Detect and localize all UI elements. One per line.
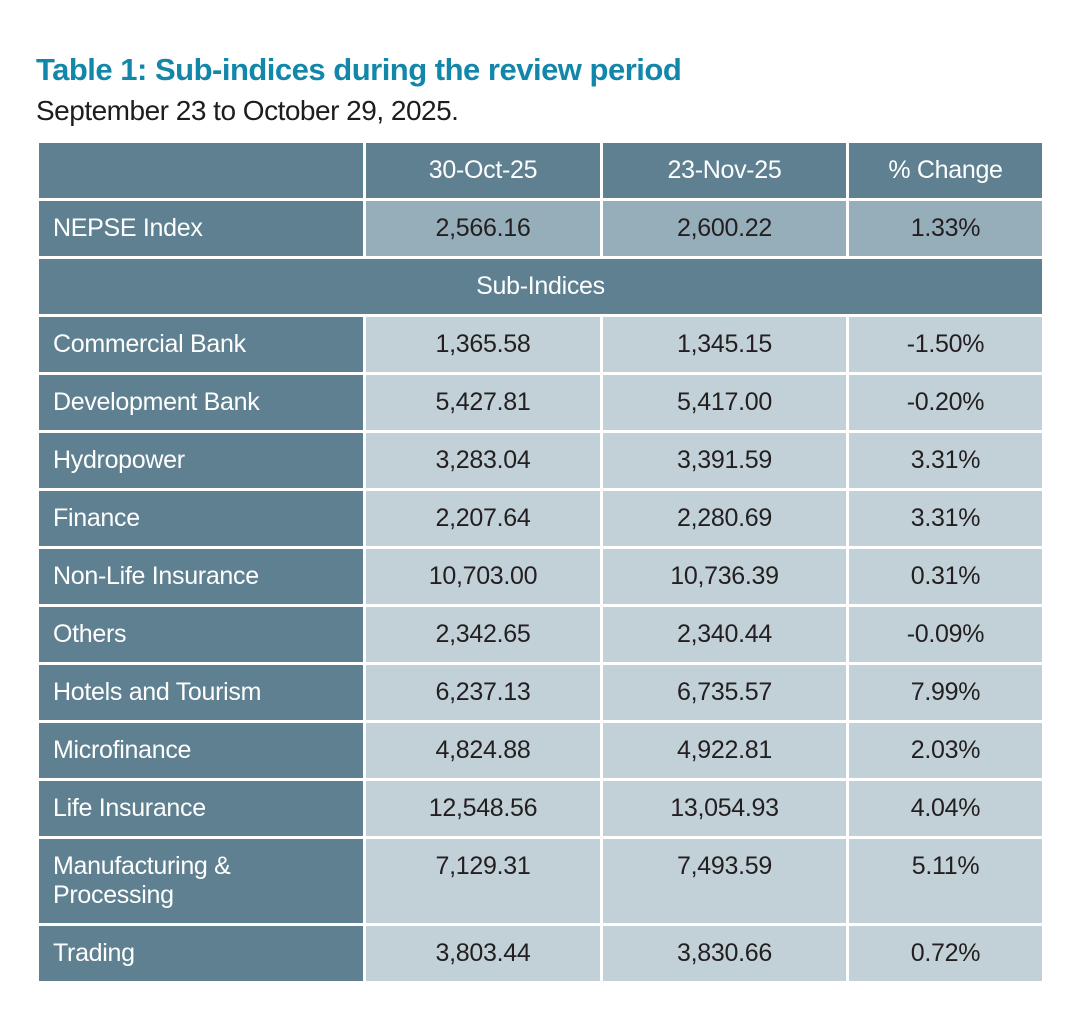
row-value: 13,054.93: [600, 778, 849, 840]
row-value: 2,342.65: [363, 604, 603, 666]
row-value: 3,830.66: [600, 923, 849, 985]
row-value: 2,207.64: [363, 488, 603, 550]
row-value: 4,922.81: [600, 720, 849, 782]
row-label: Trading: [36, 923, 366, 985]
row-label: Hotels and Tourism: [36, 662, 366, 724]
table-row: Others 2,342.65 2,340.44 -0.09%: [36, 604, 1045, 666]
header-cell-pct-change: % Change: [846, 140, 1045, 202]
row-value: 4.04%: [846, 778, 1045, 840]
row-value: 5,427.81: [363, 372, 603, 434]
section-header-row: Sub-Indices: [36, 256, 1045, 318]
row-value: 10,736.39: [600, 546, 849, 608]
row-value: 3.31%: [846, 430, 1045, 492]
table-row-nepse: NEPSE Index 2,566.16 2,600.22 1.33%: [36, 198, 1045, 260]
table-header-row: 30-Oct-25 23-Nov-25 % Change: [36, 140, 1045, 202]
table-row: Finance 2,207.64 2,280.69 3.31%: [36, 488, 1045, 550]
row-value: 1,345.15: [600, 314, 849, 376]
row-label: Manufacturing & Processing: [36, 836, 366, 927]
row-value: -0.09%: [846, 604, 1045, 666]
row-value: 3.31%: [846, 488, 1045, 550]
row-value: 6,237.13: [363, 662, 603, 724]
header-cell-date-1: 30-Oct-25: [363, 140, 603, 202]
row-label: Hydropower: [36, 430, 366, 492]
table-row: Trading 3,803.44 3,830.66 0.72%: [36, 923, 1045, 985]
row-value: 0.31%: [846, 546, 1045, 608]
row-value: 7,129.31: [363, 836, 603, 927]
row-value: 6,735.57: [600, 662, 849, 724]
row-value: 3,803.44: [363, 923, 603, 985]
row-value: 1,365.58: [363, 314, 603, 376]
table-row: Manufacturing & Processing 7,129.31 7,49…: [36, 836, 1045, 927]
section-header-label: Sub-Indices: [36, 256, 1045, 318]
row-label: Commercial Bank: [36, 314, 366, 376]
table-row: Hotels and Tourism 6,237.13 6,735.57 7.9…: [36, 662, 1045, 724]
header-cell-empty: [36, 140, 366, 202]
sub-indices-table: 30-Oct-25 23-Nov-25 % Change NEPSE Index…: [36, 140, 1045, 985]
row-value: 2,340.44: [600, 604, 849, 666]
row-value: 2,566.16: [363, 198, 603, 260]
table-title: Table 1: Sub-indices during the review p…: [36, 52, 682, 87]
row-label: Finance: [36, 488, 366, 550]
row-value: 12,548.56: [363, 778, 603, 840]
table-row: Hydropower 3,283.04 3,391.59 3.31%: [36, 430, 1045, 492]
row-value: 4,824.88: [363, 720, 603, 782]
row-value: 2,280.69: [600, 488, 849, 550]
row-value: 7.99%: [846, 662, 1045, 724]
row-value: 5,417.00: [600, 372, 849, 434]
header-cell-date-2: 23-Nov-25: [600, 140, 849, 202]
row-label: Others: [36, 604, 366, 666]
row-value: 0.72%: [846, 923, 1045, 985]
table-row: Non-Life Insurance 10,703.00 10,736.39 0…: [36, 546, 1045, 608]
table-row: Life Insurance 12,548.56 13,054.93 4.04%: [36, 778, 1045, 840]
row-label: Microfinance: [36, 720, 366, 782]
row-value: 2,600.22: [600, 198, 849, 260]
row-value: 1.33%: [846, 198, 1045, 260]
row-value: 10,703.00: [363, 546, 603, 608]
table-row: Commercial Bank 1,365.58 1,345.15 -1.50%: [36, 314, 1045, 376]
row-value: 7,493.59: [600, 836, 849, 927]
table-subtitle: September 23 to October 29, 2025.: [36, 94, 459, 126]
row-value: 5.11%: [846, 836, 1045, 927]
row-value: 3,283.04: [363, 430, 603, 492]
row-label: NEPSE Index: [36, 198, 366, 260]
row-label: Life Insurance: [36, 778, 366, 840]
table-row: Development Bank 5,427.81 5,417.00 -0.20…: [36, 372, 1045, 434]
row-value: -0.20%: [846, 372, 1045, 434]
row-label: Non-Life Insurance: [36, 546, 366, 608]
row-value: 2.03%: [846, 720, 1045, 782]
row-value: 3,391.59: [600, 430, 849, 492]
row-value: -1.50%: [846, 314, 1045, 376]
row-label: Development Bank: [36, 372, 366, 434]
table-row: Microfinance 4,824.88 4,922.81 2.03%: [36, 720, 1045, 782]
